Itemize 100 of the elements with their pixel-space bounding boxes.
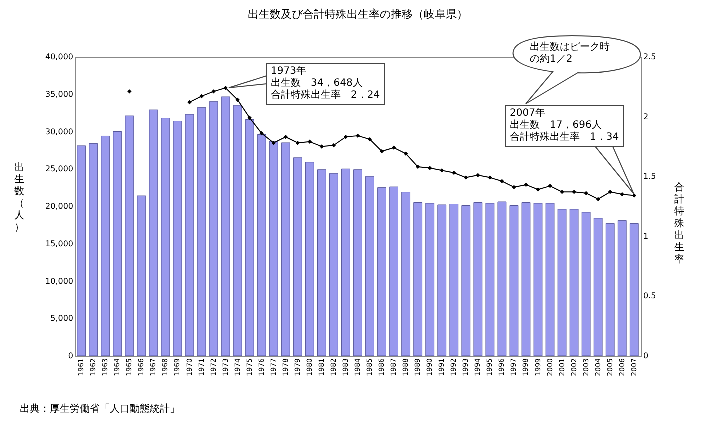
y-tick-label: 5,000 <box>50 314 74 324</box>
bar <box>630 223 639 356</box>
bar <box>221 96 230 356</box>
bar <box>546 203 555 356</box>
y2-tick-label: 2.5 <box>644 52 656 62</box>
bar <box>450 204 459 356</box>
bar <box>209 102 218 356</box>
point <box>284 135 288 140</box>
bar <box>149 110 158 356</box>
point <box>560 190 564 194</box>
point <box>260 131 264 136</box>
annotation: 出生数はピーク時の約1／2 <box>530 42 610 66</box>
y-tick-label: 10,000 <box>46 276 74 286</box>
bar <box>486 203 495 356</box>
y-tick-label: 15,000 <box>46 239 74 248</box>
y-axis-title: 出生数（人） <box>14 162 24 234</box>
bar <box>378 188 386 356</box>
bar <box>366 176 374 356</box>
y2-tick-label: 1 <box>644 232 649 241</box>
bar <box>498 202 507 356</box>
y-tick-label: 40,000 <box>46 52 74 62</box>
bar <box>89 143 98 356</box>
bar <box>402 192 411 356</box>
source-note: 出典：厚生労働省「人口動態統計」 <box>20 404 180 416</box>
point <box>296 140 300 146</box>
bar <box>197 108 206 356</box>
bar <box>342 168 350 356</box>
bar <box>330 173 338 356</box>
annotation: 1973年 <box>271 66 308 78</box>
bar <box>426 203 435 356</box>
bar <box>594 218 603 356</box>
bar <box>77 146 86 356</box>
point <box>488 176 492 180</box>
point <box>596 197 600 202</box>
bar <box>414 202 423 356</box>
point <box>416 164 420 170</box>
point <box>476 173 480 178</box>
bar <box>257 134 266 356</box>
y2-axis-title: 合計特殊出生率 <box>674 182 684 266</box>
point <box>548 184 552 188</box>
bar <box>317 170 326 356</box>
point <box>332 143 336 148</box>
point <box>272 140 276 146</box>
point <box>392 146 396 150</box>
y-tick-label: 0 <box>68 352 74 360</box>
bar <box>570 209 579 356</box>
bar <box>462 206 471 356</box>
y2-tick-label: 0.5 <box>644 292 656 301</box>
point <box>212 90 216 94</box>
bar <box>354 170 362 356</box>
point <box>404 152 408 156</box>
point <box>500 179 504 184</box>
point <box>584 191 588 196</box>
bar <box>293 158 302 356</box>
point <box>572 190 576 194</box>
point <box>224 86 228 90</box>
bar <box>510 206 519 356</box>
bar <box>390 186 399 356</box>
bar <box>582 212 591 356</box>
bar <box>522 202 531 356</box>
bar <box>233 105 242 356</box>
bar <box>185 114 194 356</box>
bar <box>269 141 278 356</box>
bar <box>161 118 170 356</box>
y2-tick-label: 1.5 <box>644 172 656 182</box>
y2-tick-label: 0 <box>644 352 649 360</box>
bar <box>474 202 483 356</box>
annotation: 出生数 34，648人 <box>271 78 364 90</box>
bar <box>438 204 447 356</box>
bar <box>137 196 146 356</box>
point <box>368 137 372 142</box>
y-tick-label: 25,000 <box>46 164 74 174</box>
point <box>536 188 540 192</box>
chart-title: 出生数及び合計特殊出生率の推移（岐阜県） <box>248 8 468 21</box>
bar <box>534 203 543 356</box>
y-tick-label: 20,000 <box>46 202 74 211</box>
point <box>464 176 468 180</box>
point <box>620 192 624 197</box>
annotation: 合計特殊出生率 2．24 <box>271 90 380 102</box>
bar <box>558 209 567 356</box>
bar <box>281 142 290 356</box>
bar <box>125 116 134 356</box>
point <box>344 135 348 140</box>
y-tick-label: 30,000 <box>46 127 74 136</box>
annotation: 合計特殊出生率 1．34 <box>510 132 620 144</box>
point <box>356 134 360 138</box>
annotation: 出生数 17，696人 <box>510 120 603 132</box>
bar <box>113 132 122 356</box>
y2-tick-label: 2 <box>644 112 649 122</box>
point <box>308 140 312 144</box>
y-tick-label: 35,000 <box>46 90 74 99</box>
bar <box>305 162 314 356</box>
bar <box>606 223 615 356</box>
point <box>380 149 384 154</box>
bar <box>101 136 110 356</box>
point <box>440 168 444 173</box>
point <box>512 185 516 190</box>
point <box>236 98 240 102</box>
bar <box>618 220 627 356</box>
bar <box>173 121 182 356</box>
